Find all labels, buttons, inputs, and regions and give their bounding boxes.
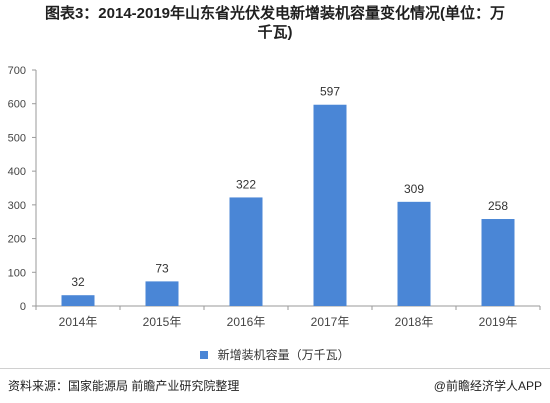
y-tick-label: 0 — [20, 301, 26, 313]
bar — [397, 201, 431, 306]
legend-label: 新增装机容量（万千瓦） — [217, 348, 350, 362]
x-tick-label: 2014年 — [59, 315, 98, 329]
data-label: 597 — [320, 85, 340, 99]
x-tick-label: 2015年 — [143, 315, 182, 329]
y-tick-label: 500 — [8, 132, 26, 144]
data-label: 322 — [236, 177, 256, 191]
chart-title: 图表3：2014-2019年山东省光伏发电新增装机容量变化情况(单位：万 千瓦) — [0, 4, 550, 42]
y-tick-label: 700 — [8, 65, 26, 77]
credit-note: @前瞻经济学人APP — [433, 379, 542, 393]
source-note: 资料来源：国家能源局 前瞻产业研究院整理 — [8, 379, 240, 393]
bar — [313, 104, 347, 307]
bar — [481, 219, 515, 306]
y-tick-label: 300 — [8, 200, 26, 212]
footer-divider — [0, 368, 550, 369]
bar — [229, 197, 263, 306]
bar — [145, 281, 179, 306]
bar — [61, 295, 95, 306]
data-label: 258 — [488, 199, 508, 213]
x-tick-label: 2019年 — [479, 315, 518, 329]
chart-title-line-1: 图表3：2014-2019年山东省光伏发电新增装机容量变化情况(单位：万 — [44, 5, 506, 22]
y-tick-label: 100 — [8, 267, 26, 279]
y-tick-label: 400 — [8, 166, 26, 178]
chart-legend: 新增装机容量（万千瓦） — [0, 346, 550, 363]
bar-chart: 0 100 200 300 400 500 600 700 32 2014年 73 2015年 322 2… — [8, 65, 541, 329]
data-label: 32 — [71, 275, 85, 289]
chart-title-line-2: 千瓦) — [257, 24, 293, 41]
legend-swatch — [200, 350, 209, 359]
data-label: 73 — [155, 261, 169, 275]
y-tick-label: 600 — [8, 99, 26, 111]
x-tick-label: 2017年 — [311, 315, 350, 329]
data-label: 309 — [404, 182, 424, 196]
x-tick-label: 2018年 — [395, 315, 434, 329]
y-tick-label: 200 — [8, 234, 26, 246]
x-tick-label: 2016年 — [227, 315, 266, 329]
